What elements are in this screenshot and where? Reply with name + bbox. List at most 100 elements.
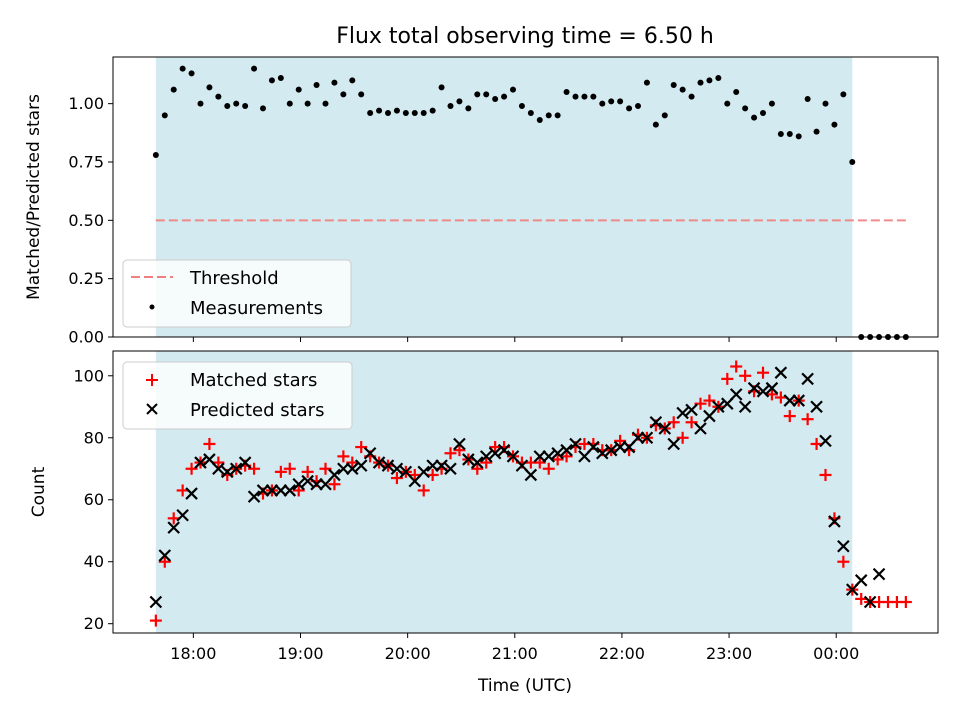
predicted-star-point bbox=[792, 394, 805, 407]
measurement-point bbox=[367, 110, 374, 116]
x-tick-label: 22:00 bbox=[599, 644, 645, 663]
top-axes-frame bbox=[112, 56, 939, 338]
measurement-point bbox=[161, 112, 168, 119]
matched-star-point bbox=[355, 441, 368, 454]
bottom-y-axis-label: Count bbox=[29, 466, 49, 517]
measurement-point bbox=[777, 131, 784, 137]
x-tick-label: 23:00 bbox=[706, 644, 752, 663]
legend-matched-label: Matched stars bbox=[190, 370, 317, 391]
predicted-star-point bbox=[337, 462, 350, 476]
predicted-star-point bbox=[256, 484, 270, 497]
matched-star-point bbox=[757, 366, 769, 379]
bottom-legend-box bbox=[122, 361, 353, 430]
x-tick-label: 19:00 bbox=[277, 644, 323, 663]
measurement-point bbox=[599, 100, 606, 107]
measurement-point bbox=[242, 103, 249, 109]
matched-star-point bbox=[810, 437, 823, 450]
predicted-star-point bbox=[596, 446, 609, 460]
predicted-star-point bbox=[292, 477, 305, 491]
predicted-star-point bbox=[747, 381, 761, 395]
matched-star-point bbox=[319, 462, 332, 475]
predicted-star-point bbox=[372, 456, 386, 469]
predicted-star-point bbox=[453, 437, 466, 451]
predicted-star-point bbox=[221, 465, 234, 479]
measurement-point bbox=[581, 93, 588, 100]
predicted-star-point bbox=[497, 443, 511, 457]
measurement-point bbox=[376, 107, 383, 114]
predicted-stars-points bbox=[149, 366, 886, 609]
measurement-point bbox=[554, 112, 561, 119]
matched-star-point bbox=[185, 462, 198, 475]
matched-star-point bbox=[533, 456, 546, 469]
bottom-x-ticks: 18:00 19:00 20:00 21:00 22:00 23:00 00:00 bbox=[170, 633, 859, 663]
matched-star-point bbox=[167, 512, 180, 525]
predicted-star-point bbox=[819, 434, 832, 448]
x-axis-label: Time (UTC) bbox=[477, 676, 572, 696]
predicted-star-point bbox=[158, 549, 172, 562]
top-y-tick-label: 1.00 bbox=[68, 94, 104, 113]
measurement-point bbox=[751, 114, 758, 121]
measurement-point bbox=[456, 98, 463, 105]
legend-matched-swatch bbox=[146, 374, 158, 386]
legend-measurements-swatch bbox=[149, 304, 155, 310]
legend-predicted-swatch bbox=[146, 403, 158, 415]
predicted-star-point bbox=[176, 508, 189, 522]
measurement-point bbox=[331, 79, 338, 86]
matched-star-point bbox=[801, 413, 814, 426]
matched-star-point bbox=[158, 555, 171, 568]
measurement-point bbox=[626, 105, 633, 112]
measurement-point bbox=[393, 107, 400, 114]
matched-star-point bbox=[426, 468, 439, 481]
top-legend-box bbox=[122, 259, 352, 328]
predicted-star-point bbox=[783, 394, 797, 407]
predicted-star-point bbox=[310, 477, 323, 491]
matched-star-point bbox=[203, 437, 216, 450]
top-y-tick-label: 0.00 bbox=[68, 328, 104, 347]
bottom-axes-frame bbox=[112, 350, 939, 634]
predicted-star-point bbox=[685, 403, 698, 417]
measurement-point bbox=[215, 93, 222, 100]
top-x-ticks bbox=[192, 337, 837, 342]
bottom-y-tick-label: 40 bbox=[84, 552, 104, 571]
predicted-star-point bbox=[471, 456, 484, 469]
matched-star-point bbox=[899, 596, 912, 609]
measurement-point bbox=[688, 93, 695, 100]
top-points bbox=[152, 65, 909, 340]
measurement-point bbox=[804, 96, 811, 102]
measurement-point bbox=[527, 110, 534, 116]
predicted-star-point bbox=[542, 450, 555, 463]
measurement-point bbox=[608, 98, 615, 105]
measurement-point bbox=[322, 100, 329, 107]
matched-star-point bbox=[444, 447, 457, 460]
predicted-star-point bbox=[756, 385, 770, 398]
predicted-star-point bbox=[229, 462, 243, 476]
chart-title: Flux total observing time = 6.50 h bbox=[336, 24, 714, 49]
measurement-point bbox=[277, 75, 284, 81]
predicted-star-point bbox=[185, 487, 198, 500]
matched-star-point bbox=[390, 472, 403, 485]
predicted-star-point bbox=[283, 484, 297, 497]
measurement-point bbox=[697, 79, 704, 86]
measurement-point bbox=[268, 77, 275, 84]
bottom-y-ticks: 20 40 60 80 100 bbox=[73, 366, 113, 633]
predicted-star-point bbox=[828, 515, 841, 528]
predicted-star-point bbox=[533, 450, 547, 463]
matched-star-point bbox=[408, 468, 421, 481]
top-y-tick-label: 0.50 bbox=[68, 211, 104, 230]
measurement-point bbox=[768, 100, 775, 107]
predicted-star-point bbox=[774, 366, 788, 379]
predicted-star-point bbox=[238, 456, 252, 469]
predicted-star-point bbox=[569, 437, 582, 451]
predicted-star-point bbox=[694, 422, 707, 435]
matched-star-point bbox=[248, 462, 261, 475]
matched-stars-points bbox=[149, 360, 912, 627]
measurement-point bbox=[251, 65, 258, 72]
predicted-star-point bbox=[640, 431, 654, 445]
top-legend: Threshold Measurements bbox=[122, 259, 352, 328]
matched-star-point bbox=[301, 465, 314, 478]
bottom-y-tick-label: 60 bbox=[84, 490, 104, 509]
matched-star-point bbox=[346, 456, 359, 469]
measurement-point bbox=[295, 86, 302, 93]
measurement-point bbox=[483, 91, 490, 98]
